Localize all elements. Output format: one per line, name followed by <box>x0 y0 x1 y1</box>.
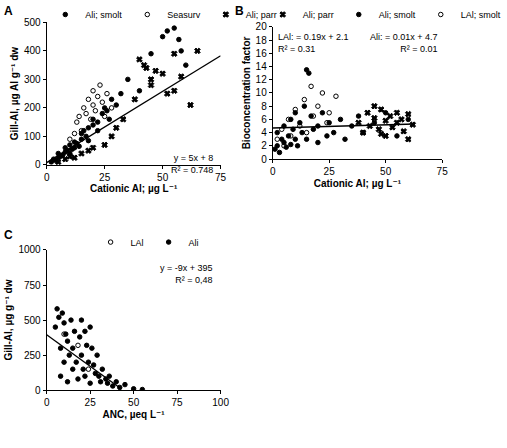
svg-text:20: 20 <box>256 21 268 32</box>
svg-text:Gill-Al, µg g⁻¹ dw: Gill-Al, µg g⁻¹ dw <box>3 279 14 360</box>
svg-text:0: 0 <box>44 397 50 408</box>
svg-text:0: 0 <box>270 166 276 177</box>
svg-text:1000: 1000 <box>18 244 41 255</box>
svg-text:Ali: Ali <box>189 238 199 248</box>
svg-text:25: 25 <box>324 166 336 177</box>
svg-text:LAl; smolt: LAl; smolt <box>461 10 501 20</box>
svg-text:400: 400 <box>24 45 41 56</box>
svg-text:A: A <box>4 4 13 18</box>
svg-text:18: 18 <box>256 35 268 46</box>
svg-text:Ali; smolt: Ali; smolt <box>85 10 122 20</box>
svg-text:25: 25 <box>99 172 111 183</box>
svg-text:50: 50 <box>128 397 140 408</box>
svg-text:500: 500 <box>24 315 41 326</box>
svg-text:y = 5x + 8R² = 0.748: y = 5x + 8R² = 0.748 <box>171 153 213 175</box>
svg-text:LAl: = 0.19x + 2.1R² = 0.31: LAl: = 0.19x + 2.1R² = 0.31 <box>278 32 349 54</box>
svg-text:75: 75 <box>172 397 184 408</box>
svg-text:14: 14 <box>256 61 268 72</box>
svg-text:12: 12 <box>256 74 268 85</box>
svg-text:25: 25 <box>85 397 97 408</box>
svg-text:Ali; smolt: Ali; smolt <box>379 10 416 20</box>
svg-text:Cationic Al; µg L⁻¹: Cationic Al; µg L⁻¹ <box>314 178 402 189</box>
svg-text:0: 0 <box>44 172 50 183</box>
svg-text:B: B <box>235 4 244 18</box>
svg-text:200: 200 <box>24 102 41 113</box>
svg-text:16: 16 <box>256 48 268 59</box>
svg-text:C: C <box>4 228 13 242</box>
svg-text:Bioconcentration factor: Bioconcentration factor <box>241 36 252 149</box>
svg-text:50: 50 <box>380 166 392 177</box>
svg-text:100: 100 <box>24 131 41 142</box>
svg-text:y = -9x + 395R² = 0,48: y = -9x + 395R² = 0,48 <box>160 263 213 285</box>
svg-text:0: 0 <box>35 385 41 396</box>
svg-text:6: 6 <box>261 114 267 125</box>
svg-text:75: 75 <box>215 172 227 183</box>
svg-text:500: 500 <box>24 17 41 28</box>
svg-text:Ali: = 0.01x + 4.7R² = 0.01: Ali: = 0.01x + 4.7R² = 0.01 <box>370 32 438 54</box>
svg-text:250: 250 <box>24 350 41 361</box>
svg-text:2: 2 <box>261 140 267 151</box>
svg-text:4: 4 <box>261 127 267 138</box>
svg-text:50: 50 <box>157 172 169 183</box>
svg-text:ANC, µeq L⁻¹: ANC, µeq L⁻¹ <box>103 409 166 420</box>
svg-text:300: 300 <box>24 74 41 85</box>
svg-text:0: 0 <box>261 154 267 165</box>
svg-text:8: 8 <box>261 101 267 112</box>
svg-text:Ali; parr: Ali; parr <box>246 10 277 20</box>
svg-text:100: 100 <box>212 397 229 408</box>
svg-text:0: 0 <box>35 159 41 170</box>
svg-text:Cationic Al; µg L⁻¹: Cationic Al; µg L⁻¹ <box>90 183 178 194</box>
svg-text:Gill-Al, µg Al g⁻¹ dw: Gill-Al, µg Al g⁻¹ dw <box>9 47 20 141</box>
svg-text:Seasurv: Seasurv <box>167 10 201 20</box>
svg-text:10: 10 <box>256 87 268 98</box>
svg-text:Ali; parr: Ali; parr <box>303 10 334 20</box>
svg-text:75: 75 <box>437 166 449 177</box>
svg-text:750: 750 <box>24 280 41 291</box>
svg-text:LAl: LAl <box>131 238 144 248</box>
